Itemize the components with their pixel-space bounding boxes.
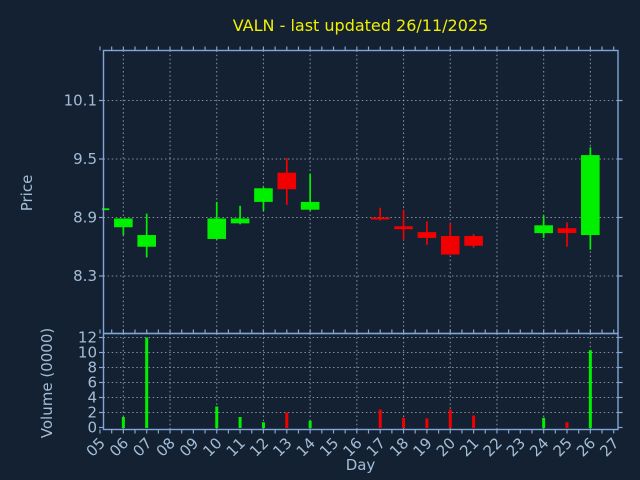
volume-bar-day-14: [308, 420, 312, 428]
price-panel-border: [102, 49, 619, 335]
volume-bar-day-17: [378, 409, 382, 428]
price-tick-label: 10.1: [64, 92, 97, 110]
x-tick-label: 08: [153, 434, 179, 460]
volume-tick-label: 12: [78, 329, 97, 347]
candle-day-19: [417, 232, 437, 238]
candle-day-20: [440, 236, 460, 255]
candle-day-6: [114, 218, 133, 228]
x-tick-label: 18: [386, 434, 412, 460]
tick-marks: [99, 46, 623, 434]
x-tick-label: 10: [199, 434, 225, 460]
volume-tick-label: 8: [87, 359, 97, 377]
x-tick-label: 09: [176, 434, 202, 460]
volume-bar-day-18: [402, 417, 406, 428]
volume-tick-label: 2: [87, 404, 97, 422]
candle-day-12: [254, 188, 273, 202]
volume-bar-day-10: [215, 406, 219, 428]
volume-bars: [121, 337, 592, 428]
x-tick-label: 21: [456, 434, 482, 460]
candle-day-7: [137, 235, 156, 247]
x-tick-label: 26: [573, 434, 599, 460]
x-tick-label: 15: [316, 434, 342, 460]
x-tick-label: 27: [596, 434, 622, 460]
x-tick-label: 07: [129, 434, 155, 460]
candle-day-14: [300, 201, 320, 210]
volume-bar-day-7: [145, 337, 149, 428]
x-tick-label: 06: [106, 434, 132, 460]
candle-day-21: [464, 236, 483, 246]
volume-bar-day-25: [565, 422, 569, 428]
candle-day-18: [394, 226, 413, 230]
candle-day-5: [102, 208, 110, 211]
candle-day-17: [370, 217, 390, 220]
candle-day-26: [581, 155, 600, 236]
price-tick-label: 9.5: [73, 150, 97, 168]
volume-bar-day-21: [472, 415, 476, 428]
volume-panel-border: [102, 332, 619, 431]
x-tick-label: 17: [363, 434, 389, 460]
x-tick-label: 05: [83, 434, 109, 460]
volume-bar-day-12: [261, 422, 265, 428]
volume-bar-day-11: [238, 417, 242, 428]
price-tick-label: 8.3: [73, 267, 97, 285]
x-tick-label: 24: [526, 434, 552, 460]
gridlines: [103, 50, 618, 430]
price-tick-label: 8.9: [73, 209, 97, 227]
volume-tick-label: 0: [87, 419, 97, 437]
volume-tick-label: 4: [87, 389, 97, 407]
volume-bar-day-13: [285, 412, 289, 428]
volume-tick-label: 6: [87, 374, 97, 392]
x-tick-label: 16: [339, 434, 365, 460]
volume-bar-day-24: [542, 417, 546, 428]
volume-bar-day-19: [425, 418, 429, 428]
x-tick-label: 19: [409, 434, 435, 460]
candle-day-13: [277, 172, 297, 190]
volume-bar-day-26: [588, 350, 592, 428]
candles: [102, 147, 600, 258]
volume-tick-label: 10: [78, 344, 97, 362]
candle-day-11: [230, 218, 250, 224]
x-tick-label: 25: [550, 434, 576, 460]
candle-day-25: [557, 228, 577, 234]
x-tick-label: 11: [223, 434, 249, 460]
x-tick-label: 20: [433, 434, 459, 460]
x-tick-label: 23: [503, 434, 529, 460]
chart-title: VALN - last updated 26/11/2025: [232, 16, 489, 35]
x-tick-label: 13: [269, 434, 295, 460]
x-axis-label: Day: [345, 456, 376, 474]
volume-bar-day-6: [121, 417, 125, 428]
x-tick-label: 22: [480, 434, 506, 460]
volume-bar-day-20: [448, 409, 452, 428]
candle-day-24: [534, 225, 553, 234]
x-tick-label: 12: [246, 434, 272, 460]
x-tick-label: 14: [293, 434, 319, 460]
candle-day-10: [207, 218, 227, 239]
